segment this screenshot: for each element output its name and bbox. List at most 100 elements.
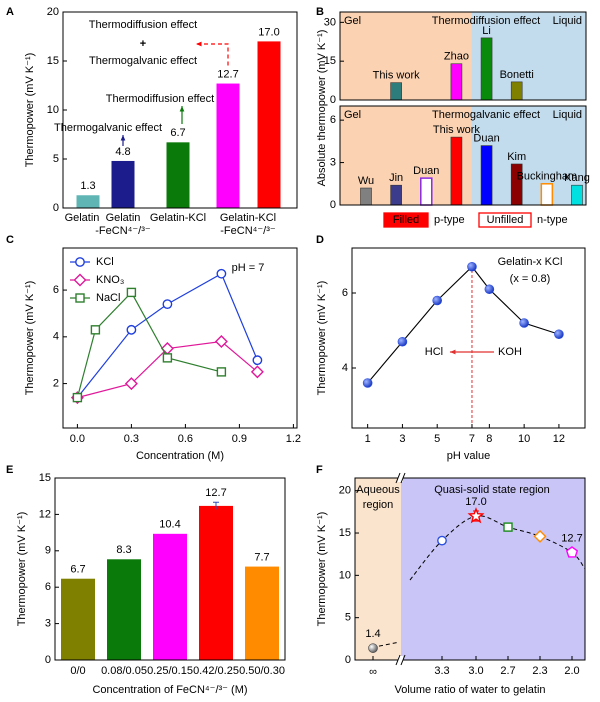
value-label: 4.8 (115, 146, 130, 158)
annotation: HCl (425, 346, 443, 358)
panel-letter: E (6, 464, 13, 476)
marker (368, 643, 378, 653)
annotation: Gelatin-x KCl (498, 256, 563, 268)
x-tick-label: 7 (469, 433, 475, 445)
value-label: 10.4 (159, 519, 180, 531)
marker (90, 325, 101, 335)
legend-label: n-type (537, 214, 568, 226)
marker (437, 535, 447, 546)
value-label: 1.3 (80, 180, 95, 192)
axis-break (395, 654, 401, 666)
region-gel (340, 12, 472, 100)
region-label: Gel (344, 109, 361, 121)
x-tick-label: 12 (553, 433, 565, 445)
marker (124, 377, 138, 391)
legend-marker (73, 273, 87, 287)
plot-frame (62, 11, 298, 209)
x-tick-label: Gelatin (65, 212, 100, 224)
bar (540, 183, 554, 206)
x-tick-label: 1 (365, 433, 371, 445)
plot-frame (62, 247, 298, 429)
marker (565, 546, 579, 558)
y-tick-label: 5 (53, 153, 59, 165)
x-tick-label: 0.25/0.15 (147, 665, 193, 677)
marker (519, 318, 529, 328)
y-tick-label: 0 (45, 654, 51, 666)
marker (533, 529, 547, 543)
marker (126, 287, 137, 298)
dashed-arrow (222, 43, 229, 66)
x-tick-label: 1.2 (286, 433, 301, 445)
bar (480, 37, 493, 101)
y-tick-label: 0 (53, 202, 59, 214)
annotation: Thermodiffusion effect (89, 19, 197, 31)
region-label: Quasi-solid state region (434, 484, 550, 496)
legend-label: p-type (434, 214, 465, 226)
y-tick-label: 20 (47, 6, 59, 18)
y-tick-label: 30 (324, 16, 336, 28)
arrow-head (179, 106, 185, 112)
y-axis-title: Thermopower (mV K⁻¹) (316, 281, 328, 396)
bar (257, 41, 281, 209)
arrow-head (449, 349, 456, 355)
panel-letter: C (6, 234, 14, 246)
arrow-head (196, 41, 202, 47)
x-tick-label: ∞ (369, 666, 377, 678)
y-tick-label: 0 (330, 94, 336, 106)
x-tick-label: 0/0 (70, 665, 85, 677)
effect-label: Thermodiffusion effect (432, 15, 540, 27)
x-tick-label: 0.3 (124, 433, 139, 445)
bar-label: Bonetti (500, 69, 534, 81)
x-tick-label: 2.3 (532, 665, 547, 677)
bar (390, 82, 402, 101)
bar (390, 184, 402, 206)
value-label: 1.4 (365, 628, 380, 640)
y-tick-label: 6 (53, 284, 59, 296)
y-axis-title: Absolute thermopower (mV K⁻¹) (316, 30, 328, 187)
marker (162, 299, 173, 310)
legend-marker (75, 293, 85, 303)
arrow-head (120, 135, 126, 141)
marker (214, 335, 228, 348)
legend-box-label: Unfilled (487, 214, 524, 226)
marker (362, 378, 373, 388)
legend-label: KCl (96, 256, 114, 268)
x-axis-title: pH value (447, 450, 490, 462)
marker (467, 507, 485, 524)
bar (111, 160, 135, 208)
plot-frame (339, 11, 587, 101)
x-tick-label: -FeCN⁴⁻/³⁻ (95, 225, 151, 237)
y-tick-label: 15 (39, 472, 51, 484)
annotation: Thermogalvanic effect (54, 122, 162, 134)
annotation: + (140, 38, 146, 50)
y-tick-label: 6 (330, 114, 336, 126)
x-tick-label: 0.0 (70, 433, 85, 445)
y-tick-label: 0 (345, 654, 351, 666)
bar-label: Kang (564, 172, 590, 184)
x-tick-label: 5 (434, 433, 440, 445)
legend-label: NaCl (96, 292, 120, 304)
marker (72, 392, 83, 403)
x-tick-label: -FeCN⁴⁻/³⁻ (220, 225, 276, 237)
bar-label: Duan (473, 133, 499, 145)
axis-break-gap (398, 474, 403, 482)
value-label: 7.7 (254, 551, 269, 563)
x-tick-label: 8 (486, 433, 492, 445)
region-label: Gel (344, 15, 361, 27)
bar-label: Zhao (444, 51, 469, 63)
region-aqueous (355, 478, 401, 660)
y-tick-label: 10 (339, 569, 351, 581)
region-label: region (363, 499, 394, 511)
marker (216, 268, 227, 279)
annotation: pH = 7 (232, 262, 265, 274)
bar (510, 81, 523, 101)
y-tick-label: 0 (330, 199, 336, 211)
bar-label: Jin (389, 172, 403, 184)
y-tick-label: 4 (342, 362, 348, 374)
annotation: Thermogalvanic effect (89, 55, 197, 67)
marker (397, 336, 408, 347)
bar-label: Kim (507, 151, 526, 163)
value-label: 8.3 (116, 544, 131, 556)
